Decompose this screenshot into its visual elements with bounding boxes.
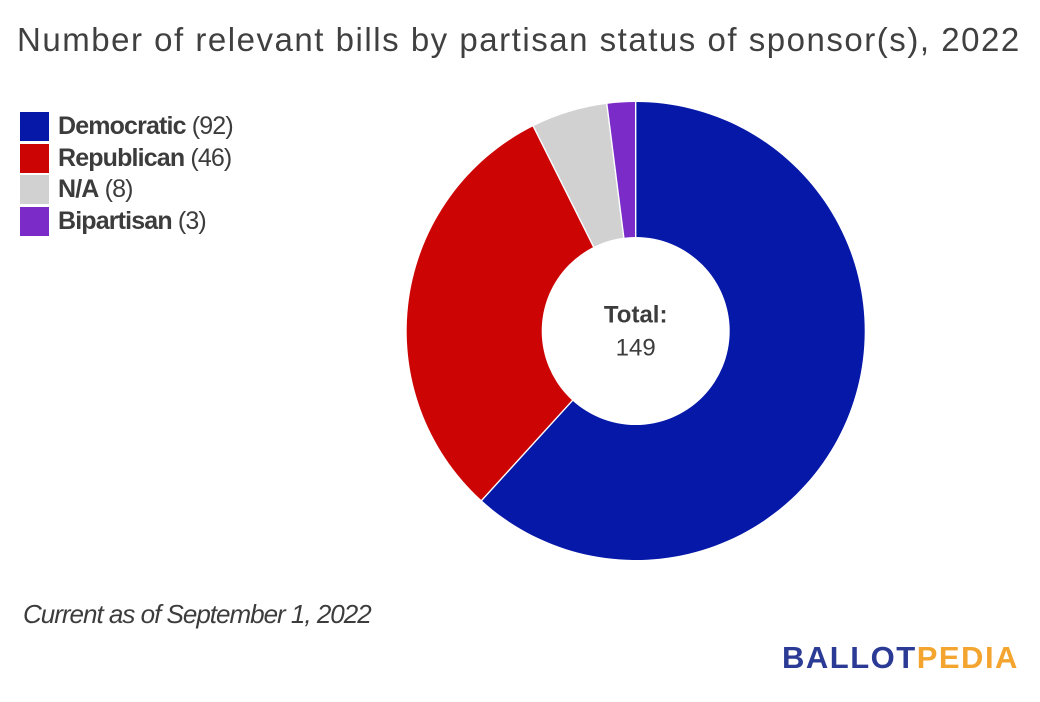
svg-text:149: 149 xyxy=(616,334,656,361)
svg-text:Total:: Total: xyxy=(604,301,668,328)
